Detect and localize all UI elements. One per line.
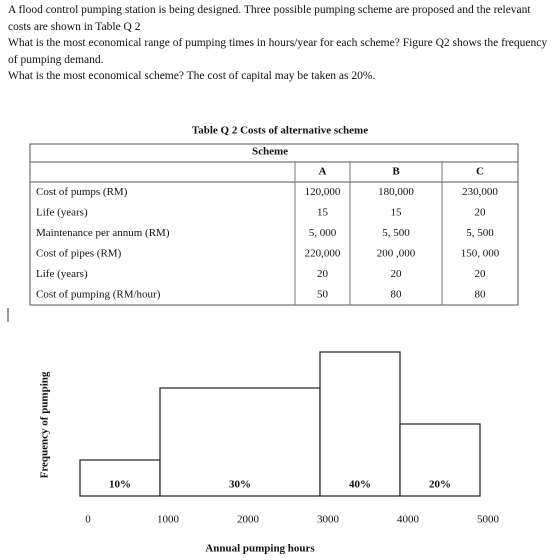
- y-axis-label: Frequency of pumping: [39, 371, 51, 478]
- x-axis-label: Annual pumping hours: [205, 543, 315, 555]
- x-tick-label: 3000: [317, 514, 340, 526]
- table-cell: 5, 500: [382, 227, 410, 239]
- column-header: A: [319, 166, 327, 178]
- column-header: B: [392, 166, 400, 178]
- value-label: 30%: [229, 479, 251, 491]
- table-cell: 15: [317, 206, 329, 218]
- table-cell: 20: [475, 206, 487, 218]
- table-cell: 200 ,000: [377, 247, 416, 259]
- table-cell: 5, 000: [309, 227, 337, 239]
- value-label: 10%: [109, 479, 131, 491]
- table-border: [29, 143, 519, 306]
- row-label: Cost of pumping (RM/hour): [36, 288, 161, 300]
- value-label: 20%: [429, 479, 451, 491]
- value-label: 40%: [349, 479, 371, 491]
- bar: [79, 459, 161, 497]
- bar: [399, 423, 481, 497]
- table-cell: 180,000: [378, 186, 414, 198]
- row-label: Life (years): [36, 206, 88, 218]
- table-cell: 80: [391, 288, 403, 300]
- group-header: Scheme: [252, 146, 288, 158]
- table-cell: 20: [391, 268, 403, 280]
- x-tick-label: 4000: [397, 514, 420, 526]
- x-tick-label: 0: [85, 514, 91, 526]
- table-cell: 80: [475, 288, 487, 300]
- question: A flood control pumping station is being…: [8, 2, 548, 85]
- question-paragraph: What is the most economical scheme? The …: [8, 70, 376, 82]
- row-label: Cost of pipes (RM): [36, 247, 122, 259]
- row-label: Cost of pumps (RM): [36, 186, 128, 198]
- x-tick-label: 2000: [237, 514, 260, 526]
- x-tick-label: 1000: [157, 514, 180, 526]
- table-cell: 120,000: [305, 186, 341, 198]
- table-cell: 20: [317, 268, 329, 280]
- table-cell: 20: [475, 268, 487, 280]
- table-cell: 220,000: [305, 247, 341, 259]
- column-header: C: [476, 166, 484, 178]
- table-cell: 230,000: [462, 186, 498, 198]
- bar: [319, 351, 401, 497]
- row-label: Maintenance per annum (RM): [36, 227, 170, 239]
- question-paragraph: What is the most economical range of pum…: [8, 37, 548, 66]
- table-cell: 50: [317, 288, 329, 300]
- x-tick-label: 5000: [477, 514, 500, 526]
- table-cell: 5, 500: [466, 227, 494, 239]
- question-paragraph: A flood control pumping station is being…: [8, 4, 531, 33]
- table-cell: 15: [391, 206, 403, 218]
- table-title: Table Q 2 Costs of alternative scheme: [192, 125, 368, 137]
- row-label: Life (years): [36, 268, 88, 280]
- bar: [159, 387, 321, 497]
- table-cell: 150, 000: [461, 247, 500, 259]
